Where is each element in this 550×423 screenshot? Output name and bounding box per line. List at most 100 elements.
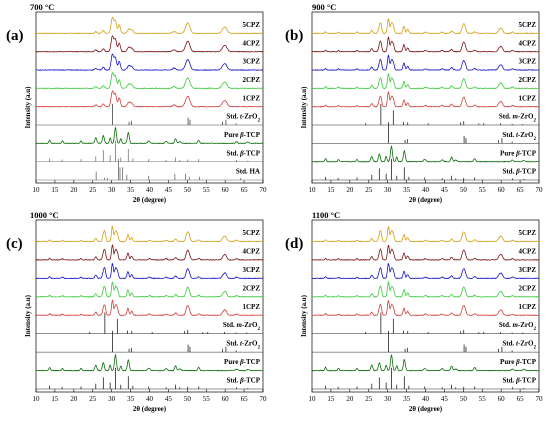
x-tick-label: 35 xyxy=(403,395,411,403)
series-1cpz: 1CPZ xyxy=(35,299,264,317)
series-label: Std. t-ZrO2 xyxy=(502,340,536,351)
x-tick-label: 40 xyxy=(146,395,154,403)
x-tick-label: 70 xyxy=(260,395,268,403)
series-label: 4CPZ xyxy=(243,39,261,47)
xrd-pattern xyxy=(311,36,540,53)
series-label: 5CPZ xyxy=(243,229,261,237)
x-tick-label: 60 xyxy=(222,186,230,194)
series-label: 2CPZ xyxy=(519,76,537,84)
xrd-pattern xyxy=(311,354,540,372)
xrd-pattern xyxy=(311,144,540,163)
x-axis-title: 2θ (degree) xyxy=(409,196,443,204)
x-tick-label: 70 xyxy=(260,186,268,194)
series-label: 4CPZ xyxy=(519,247,537,255)
series-label: 2CPZ xyxy=(243,284,261,292)
series-label: Std. m-ZrO2 xyxy=(499,321,537,332)
series-4cpz: 4CPZ xyxy=(35,244,264,261)
panel-c: (c) 1000 °C 10 15 20 25 30 35 40 45 50 55 60 65 70 2θ (… xyxy=(6,210,267,413)
series-label: Pure β-TCP xyxy=(500,358,537,366)
series-pure-tcp: Pure β-TCP xyxy=(36,126,264,145)
series-5cpz: 5CPZ xyxy=(311,18,540,35)
x-tick-label: 20 xyxy=(70,395,78,403)
series-2cpz: 2CPZ xyxy=(312,280,540,298)
series-3cpz: 3CPZ xyxy=(35,53,264,71)
plot-frame xyxy=(311,219,540,393)
x-tick-label: 55 xyxy=(203,186,211,194)
xrd-pattern xyxy=(36,35,264,53)
series-label: 3CPZ xyxy=(243,266,261,274)
x-tick-label: 15 xyxy=(327,395,335,403)
x-tick-label: 55 xyxy=(479,395,487,403)
series-1cpz: 1CPZ xyxy=(311,90,540,108)
x-tick-label: 25 xyxy=(365,395,373,403)
series-label: Std. t-ZrO2 xyxy=(226,340,260,351)
x-tick-label: 25 xyxy=(89,395,97,403)
x-tick-label: 35 xyxy=(127,395,135,403)
x-tick-label: 45 xyxy=(165,395,173,403)
series-std-t-zro2: Std. t-ZrO2 xyxy=(312,330,539,353)
panel-tag: (c) xyxy=(6,236,23,252)
series-label: Std. β-TCP xyxy=(502,377,536,385)
x-tick-label: 45 xyxy=(441,186,449,194)
x-tick-label: 70 xyxy=(536,186,544,194)
series-std-ha: Std. HA xyxy=(36,158,263,181)
series-pure-tcp: Pure β-TCP xyxy=(311,144,540,163)
series-5cpz: 5CPZ xyxy=(36,16,263,35)
series-3cpz: 3CPZ xyxy=(35,262,264,280)
series-3cpz: 3CPZ xyxy=(311,54,540,71)
x-tick-label: 30 xyxy=(384,186,392,194)
series-std-m-zro2: Std. m-ZrO2 xyxy=(312,312,539,334)
x-tick-label: 40 xyxy=(422,186,430,194)
x-axis-title: 2θ (degree) xyxy=(133,405,167,413)
series-std-m-zro2: Std. m-ZrO2 xyxy=(36,312,263,334)
x-tick-label: 50 xyxy=(460,186,468,194)
xrd-pattern xyxy=(311,244,539,261)
series-label: Pure β-TCP xyxy=(224,358,261,366)
series-std-t-zro2: Std. t-ZrO2 xyxy=(312,122,539,144)
x-tick-label: 50 xyxy=(184,186,192,194)
x-tick-label: 55 xyxy=(203,395,211,403)
xrd-pattern xyxy=(311,54,540,71)
x-tick-label: 30 xyxy=(108,186,116,194)
x-tick-label: 45 xyxy=(441,395,449,403)
xrd-pattern xyxy=(311,262,540,280)
x-axis-title: 2θ (degree) xyxy=(133,196,167,204)
xrd-pattern xyxy=(311,226,540,243)
xrd-pattern xyxy=(311,18,540,35)
series-label: 2CPZ xyxy=(519,284,537,292)
xrd-pattern xyxy=(35,225,264,243)
xrd-pattern xyxy=(35,244,264,261)
series-label: 1CPZ xyxy=(243,94,261,102)
xrd-pattern xyxy=(36,126,264,145)
plot-frame xyxy=(35,11,264,184)
x-tick-label: 35 xyxy=(403,186,411,194)
series-label: 3CPZ xyxy=(519,266,537,274)
xrd-pattern xyxy=(35,90,264,108)
series-label: Std. m-ZrO2 xyxy=(499,113,537,124)
series-label: 2CPZ xyxy=(243,76,261,84)
plot-frame xyxy=(35,219,264,393)
series-std-t-zro2: Std. t-ZrO2 xyxy=(36,103,263,126)
series-4cpz: 4CPZ xyxy=(311,244,539,261)
series-label: Std. m-ZrO2 xyxy=(223,321,261,332)
x-tick-label: 50 xyxy=(460,395,468,403)
x-tick-label: 20 xyxy=(346,395,354,403)
series-label: Std. t-ZrO2 xyxy=(502,131,536,142)
temperature-label: 1100 °C xyxy=(312,210,340,220)
series-4cpz: 4CPZ xyxy=(311,36,540,53)
series-label: Std. β-TCP xyxy=(226,149,260,157)
y-axis-title: Intensity (a.u) xyxy=(300,86,308,129)
x-tick-label: 60 xyxy=(498,186,506,194)
series-std-tcp: Std. β-TCP xyxy=(36,367,263,390)
y-axis-title: Intensity (a.u) xyxy=(24,294,32,337)
x-tick-label: 65 xyxy=(241,395,249,403)
x-tick-label: 15 xyxy=(51,186,59,194)
x-tick-label: 25 xyxy=(365,186,373,194)
x-tick-label: 15 xyxy=(327,186,335,194)
x-tick-label: 10 xyxy=(309,395,317,403)
x-tick-label: 55 xyxy=(479,186,487,194)
x-tick-label: 65 xyxy=(517,186,525,194)
series-1cpz: 1CPZ xyxy=(312,300,540,317)
series-std-tcp: Std. β-TCP xyxy=(312,158,539,181)
xrd-pattern xyxy=(35,72,264,90)
